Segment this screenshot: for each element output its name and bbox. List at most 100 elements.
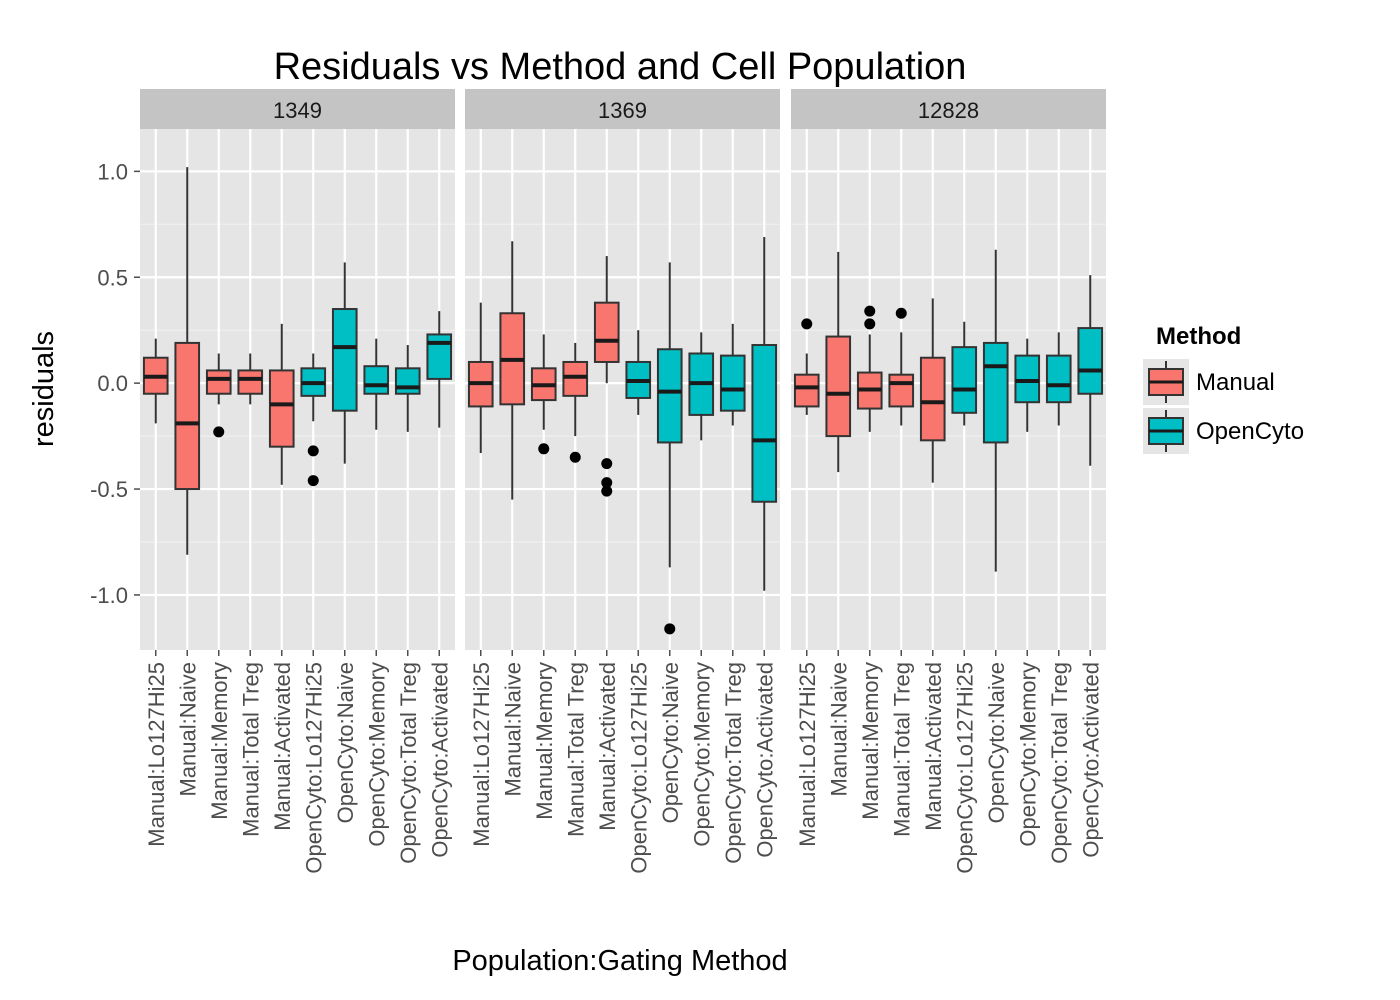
box-1349-manual-memory (205, 353, 232, 438)
box-body (174, 341, 201, 491)
box-12828-opencyto-total-treg (1045, 332, 1072, 426)
box-body (237, 369, 264, 395)
x-tick-label: OpenCyto:Naive (333, 662, 358, 823)
box-body (562, 360, 589, 397)
facet-strip-label: 12828 (918, 98, 979, 123)
facet-strip-label: 1369 (598, 98, 647, 123)
outlier-point (864, 318, 876, 330)
box-body (1014, 354, 1041, 404)
box-body (656, 348, 683, 444)
x-tick-label: Manual:Total Treg (238, 662, 263, 837)
box-1349-opencyto-lo127hi25 (300, 353, 327, 487)
box-body (751, 344, 778, 503)
x-tick-label: Manual:Activated (270, 662, 295, 831)
facet-strip (465, 89, 780, 129)
x-tick-label: Manual:Naive (175, 662, 200, 797)
x-tick-label: OpenCyto:Activated (427, 662, 452, 858)
outlier-point (601, 485, 613, 497)
box-12828-opencyto-naive (982, 249, 1009, 572)
box-1369-opencyto-activated (751, 237, 778, 591)
x-tick-label: Manual:Activated (595, 662, 620, 831)
box-body (426, 333, 453, 380)
box-body (394, 367, 421, 395)
y-axis-title: residuals (28, 331, 60, 447)
outlier-point (569, 451, 581, 463)
box-body (363, 365, 390, 395)
box-12828-manual-naive (825, 251, 852, 473)
box-body (719, 354, 746, 412)
box-1349-manual-total-treg (237, 353, 264, 405)
x-tick-label: OpenCyto:Lo127Hi25 (952, 662, 977, 874)
box-1369-manual-lo127hi25 (467, 302, 494, 454)
x-tick-label: Manual:Total Treg (563, 662, 588, 837)
facet-panel-1369: 1369 Manual:Lo127Hi25 Manual:Naive Manual:M… (465, 89, 780, 874)
x-tick-label: OpenCyto:Memory (689, 662, 714, 847)
box-1369-opencyto-total-treg (719, 323, 746, 426)
box-body (331, 308, 358, 412)
outlier-point (307, 445, 319, 457)
box-1349-manual-naive (174, 167, 201, 555)
box-1349-manual-lo127hi25 (142, 338, 169, 424)
box-1369-manual-naive (499, 241, 526, 500)
x-tick-label: OpenCyto:Naive (658, 662, 683, 823)
box-12828-opencyto-activated (1077, 275, 1104, 466)
x-tick-label: OpenCyto:Memory (364, 662, 389, 847)
x-tick-label: Manual:Memory (532, 662, 557, 820)
x-tick-label: OpenCyto:Total Treg (721, 662, 746, 864)
outlier-point (538, 443, 550, 455)
facet-panel-12828: 12828 Manual:Lo127Hi25 Manual:Naive Manual:… (791, 89, 1106, 874)
facet-strip (140, 89, 455, 129)
box-1369-manual-memory (530, 334, 557, 455)
box-1349-opencyto-total-treg (394, 345, 421, 432)
x-tick-label: Manual:Naive (500, 662, 525, 797)
legend-label-opencyto: OpenCyto (1196, 418, 1304, 445)
x-tick-label: Manual:Total Treg (889, 662, 914, 837)
box-12828-manual-memory (856, 305, 883, 432)
legend-title: Method (1156, 323, 1241, 350)
x-tick-label: OpenCyto:Total Treg (396, 662, 421, 864)
legend-key-opencyto (1143, 408, 1189, 454)
box-12828-manual-activated (919, 298, 946, 483)
y-tick-label: 1.0 (97, 159, 128, 184)
outlier-point (601, 477, 613, 489)
box-body (919, 356, 946, 442)
x-tick-label: Manual:Lo127Hi25 (469, 662, 494, 847)
box-body (268, 369, 295, 448)
box-1349-manual-activated (268, 323, 295, 485)
outlier-point (307, 475, 319, 487)
x-tick-label: Manual:Lo127Hi25 (144, 662, 169, 847)
box-1349-opencyto-memory (363, 338, 390, 430)
legend-key-manual (1143, 359, 1189, 405)
x-tick-label: Manual:Memory (207, 662, 232, 820)
legend: Method Manual OpenCyto (1143, 323, 1304, 454)
legend-label-manual: Manual (1196, 369, 1275, 396)
outlier-point (664, 623, 676, 635)
x-tick-label: OpenCyto:Memory (1015, 662, 1040, 847)
box-body (1077, 327, 1104, 395)
box-body (205, 369, 232, 395)
box-1369-opencyto-lo127hi25 (625, 330, 652, 415)
x-axis-title: Population:Gating Method (452, 945, 787, 977)
box-12828-opencyto-memory (1014, 338, 1041, 432)
x-tick-label: OpenCyto:Lo127Hi25 (301, 662, 326, 874)
x-tick-label: OpenCyto:Activated (752, 662, 777, 858)
facet-strip (791, 89, 1106, 129)
box-1369-opencyto-naive (656, 262, 683, 635)
facet-strip-label: 1349 (273, 98, 322, 123)
x-tick-label: OpenCyto:Naive (984, 662, 1009, 823)
box-12828-manual-lo127hi25 (793, 318, 820, 415)
outlier-point (601, 458, 613, 470)
outlier-point (895, 307, 907, 319)
x-tick-label: OpenCyto:Total Treg (1047, 662, 1072, 864)
chart-title: Residuals vs Method and Cell Population (274, 46, 967, 88)
box-body (951, 346, 978, 414)
y-tick-label: -0.5 (90, 477, 128, 502)
outlier-point (801, 318, 813, 330)
x-tick-label: Manual:Naive (826, 662, 851, 797)
box-body (793, 373, 820, 408)
box-12828-opencyto-lo127hi25 (951, 321, 978, 426)
box-body (888, 373, 915, 408)
box-1369-manual-total-treg (562, 342, 589, 463)
